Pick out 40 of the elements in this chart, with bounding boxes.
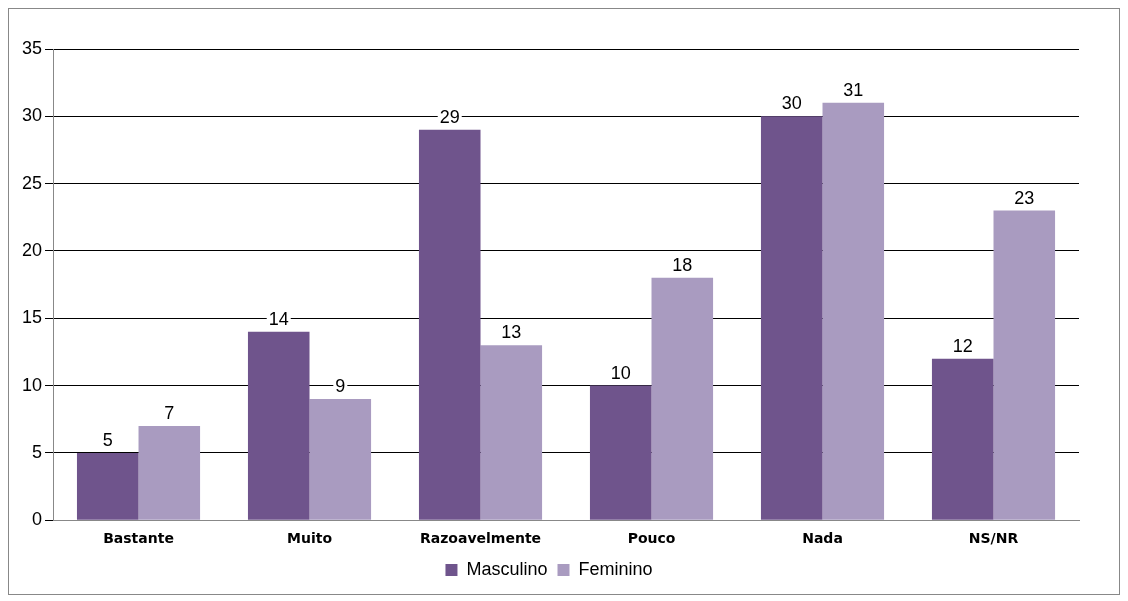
bar: [589, 385, 652, 520]
y-tick-label: 15: [21, 307, 43, 328]
y-tick-label: 5: [32, 441, 43, 462]
bar: [418, 129, 481, 520]
data-label: 7: [164, 402, 175, 423]
data-label: 13: [501, 322, 522, 343]
legend-label: Feminino: [578, 558, 653, 579]
data-label: 9: [335, 376, 346, 396]
data-label: 18: [672, 254, 693, 275]
data-label: 10: [610, 362, 631, 383]
y-tick-label: 0: [32, 509, 43, 530]
bar: [309, 399, 372, 520]
y-tick-label: 10: [21, 374, 43, 395]
x-tick-label: Pouco: [627, 530, 676, 547]
y-tick-label: 30: [21, 105, 43, 126]
bar: [480, 345, 543, 520]
data-label: 5: [102, 429, 113, 450]
bar: [651, 277, 714, 520]
x-tick-label: Muito: [287, 530, 333, 547]
bar: [993, 210, 1056, 520]
data-label: 30: [781, 93, 802, 114]
x-tick-label: Razoavelmente: [419, 530, 542, 547]
bar: [138, 425, 201, 520]
data-label: 14: [268, 308, 289, 329]
bar: [931, 358, 994, 520]
y-tick-label: 20: [21, 239, 43, 260]
bar: [247, 331, 310, 520]
bar: [76, 452, 139, 520]
bar: [760, 116, 823, 520]
data-label: 23: [1014, 187, 1035, 208]
x-tick-label: Nada: [802, 530, 843, 547]
y-tick-label: 35: [21, 37, 43, 58]
y-tick-label: 25: [21, 172, 43, 193]
x-tick-label: NS/NR: [968, 530, 1019, 547]
bar: [822, 102, 885, 520]
x-tick-label: Bastante: [103, 530, 174, 547]
data-label: 31: [843, 79, 864, 100]
data-label: 12: [952, 335, 973, 356]
data-label: 29: [439, 106, 460, 127]
legend-label: Masculino: [466, 558, 548, 579]
